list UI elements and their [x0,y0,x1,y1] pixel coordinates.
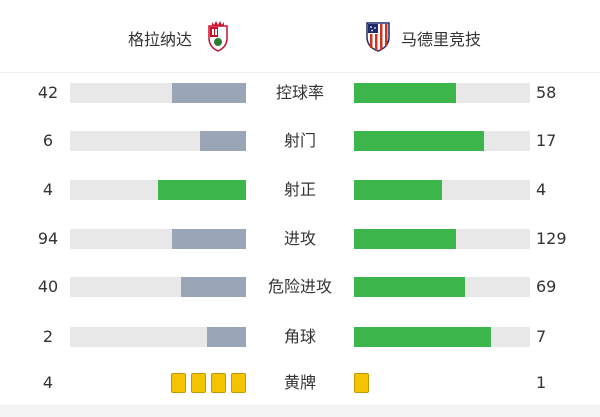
home-stat-value: 40 [37,277,59,296]
teams-header: 格拉纳达 [0,0,600,72]
away-stat-bar-fill [354,229,456,249]
away-yellow-cards-value: 1 [536,373,547,392]
granada-crest-icon [206,20,230,56]
home-team-name: 格拉纳达 [128,30,193,49]
yellow-card-icon [231,373,246,393]
away-team[interactable]: 马德里竞技 [365,22,481,54]
away-stat-bar [354,277,530,297]
atletico-madrid-crest-icon [365,20,391,56]
away-stat-value: 4 [536,180,547,199]
away-stat-bar [354,327,530,347]
home-stat-value: 4 [42,180,54,199]
home-stat-bar [70,83,246,103]
home-stat-bar-fill [181,277,246,297]
stat-label: 角球 [283,327,316,346]
stat-row: 4 射正 4 [0,175,600,205]
stat-label: 危险进攻 [267,277,332,296]
away-stat-bar [354,180,530,200]
away-stat-bar [354,229,530,249]
home-stat-bar-fill [172,83,246,103]
away-stat-bar [354,83,530,103]
yellow-card-icon [171,373,186,393]
home-stat-bar-fill [158,180,246,200]
away-stat-bar-fill [354,277,465,297]
stat-label: 进攻 [283,229,316,248]
stat-row: 2 角球 7 [0,322,600,352]
home-stat-bar [70,277,246,297]
away-team-name: 马德里竞技 [401,30,482,49]
away-stat-value: 129 [536,229,567,248]
home-stat-value: 2 [42,327,54,346]
away-stat-value: 58 [536,83,557,102]
stat-label: 射门 [283,131,316,150]
yellow-cards-label: 黄牌 [283,373,316,392]
home-stat-bar [70,180,246,200]
stat-label: 控球率 [275,83,324,102]
away-stat-bar-fill [354,327,491,347]
stat-row: 42 控球率 58 [0,78,600,108]
yellow-card-icon [191,373,206,393]
away-stat-value: 7 [536,327,547,346]
home-stat-bar [70,229,246,249]
home-yellow-cards [70,373,246,393]
away-stat-bar-fill [354,131,484,151]
away-stat-value: 17 [536,131,557,150]
home-team[interactable]: 格拉纳达 [128,20,230,56]
stat-row-yellow-cards: 4 黄牌 1 [0,368,600,398]
home-stat-bar-fill [172,229,246,249]
bottom-strip [0,405,600,417]
stat-label: 射正 [283,180,316,199]
away-stat-bar-fill [354,83,456,103]
stat-row: 40 危险进攻 69 [0,272,600,302]
away-stat-bar-fill [354,180,442,200]
home-stat-value: 94 [37,229,59,248]
home-stat-bar-fill [200,131,246,151]
home-stat-value: 6 [42,131,54,150]
stat-row: 6 射门 17 [0,126,600,156]
away-yellow-cards [354,373,530,393]
stat-row: 94 进攻 129 [0,224,600,254]
home-stat-value: 42 [37,83,59,102]
home-stat-bar [70,327,246,347]
home-stat-bar-fill [207,327,246,347]
yellow-card-icon [354,373,369,393]
header-divider [0,72,600,73]
home-stat-bar [70,131,246,151]
away-stat-bar [354,131,530,151]
yellow-card-icon [211,373,226,393]
away-stat-value: 69 [536,277,557,296]
home-yellow-cards-value: 4 [42,373,54,392]
